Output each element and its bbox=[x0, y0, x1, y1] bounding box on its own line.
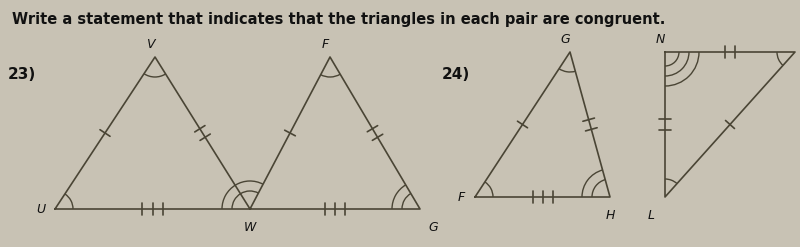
Text: U: U bbox=[36, 203, 45, 215]
Text: N: N bbox=[655, 33, 665, 46]
Text: G: G bbox=[560, 33, 570, 46]
Text: F: F bbox=[458, 190, 465, 204]
Text: G: G bbox=[428, 221, 438, 234]
Text: Write a statement that indicates that the triangles in each pair are congruent.: Write a statement that indicates that th… bbox=[12, 12, 666, 27]
Text: F: F bbox=[322, 38, 329, 51]
Text: H: H bbox=[606, 209, 614, 222]
Text: W: W bbox=[244, 221, 256, 234]
Text: 23): 23) bbox=[8, 67, 36, 82]
Text: 24): 24) bbox=[442, 67, 470, 82]
Text: V: V bbox=[146, 38, 154, 51]
Text: L: L bbox=[648, 209, 655, 222]
